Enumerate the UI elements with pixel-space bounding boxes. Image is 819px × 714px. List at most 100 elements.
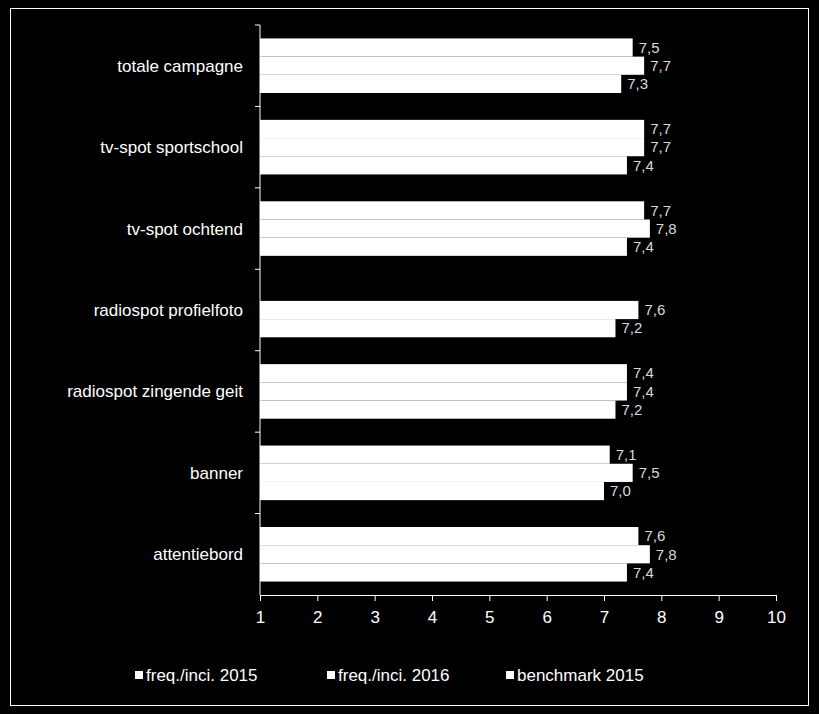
data-label: 7,3 [627, 75, 648, 92]
data-label: 7,7 [650, 202, 671, 219]
bar [260, 238, 627, 256]
data-label: 7,2 [621, 319, 642, 336]
data-label: 7,5 [639, 39, 660, 56]
category-label: radiospot zingende geit [67, 382, 243, 401]
data-label: 7,4 [633, 364, 654, 381]
category-divider [255, 187, 260, 188]
category-divider [255, 269, 260, 270]
bar [260, 446, 610, 464]
x-tick-label: 7 [600, 608, 609, 627]
bar [260, 364, 627, 382]
x-tick-mark [375, 595, 376, 601]
x-tick-label: 6 [542, 608, 551, 627]
bar [260, 201, 644, 219]
data-label: 7,1 [616, 446, 637, 463]
legend-swatch [506, 671, 514, 679]
bar [260, 464, 633, 482]
x-tick-mark [604, 595, 605, 601]
category-label: banner [190, 464, 243, 483]
bar [260, 563, 627, 581]
legend-item: benchmark 2015 [506, 666, 644, 685]
legend-swatch [135, 671, 143, 679]
category-divider [255, 432, 260, 433]
frame [11, 9, 809, 706]
x-tick: 10 [767, 595, 786, 627]
bar [260, 57, 644, 75]
x-tick: 8 [657, 595, 666, 627]
data-label: 7,4 [633, 157, 654, 174]
category-label: totale campagne [117, 57, 243, 76]
x-tick-label: 4 [428, 608, 437, 627]
x-tick: 3 [370, 595, 379, 627]
x-tick-mark [547, 595, 548, 601]
bar [260, 482, 604, 500]
x-tick-mark [719, 595, 720, 601]
x-tick-mark [260, 595, 261, 601]
x-tick-label: 5 [485, 608, 494, 627]
x-tick-mark [489, 595, 490, 601]
data-label: 7,7 [650, 57, 671, 74]
legend-label: freq./inci. 2015 [146, 666, 258, 685]
x-tick-label: 2 [313, 608, 322, 627]
legend-label: benchmark 2015 [517, 666, 644, 685]
x-tick-label: 1 [256, 608, 265, 627]
x-tick-label: 3 [370, 608, 379, 627]
bar [260, 527, 638, 545]
data-label: 7,0 [610, 482, 631, 499]
data-labels: 7,57,77,77,47,17,67,77,77,87,67,47,57,87… [610, 39, 677, 581]
x-tick: 6 [542, 595, 551, 627]
x-tick: 7 [600, 595, 609, 627]
x-tick: 9 [714, 595, 723, 627]
data-label: 7,6 [644, 301, 665, 318]
legend-label: freq./inci. 2016 [338, 666, 450, 685]
x-axis-line [261, 596, 777, 602]
x-tick-label: 8 [657, 608, 666, 627]
x-tick: 4 [428, 595, 437, 627]
data-label: 7,5 [639, 464, 660, 481]
category-divider [255, 106, 260, 107]
x-axis: 1 2 3 4 5 6 7 8 9 10 [256, 595, 786, 627]
bar [260, 301, 638, 319]
legend-item: freq./inci. 2015 [135, 666, 258, 685]
x-tick: 2 [313, 595, 322, 627]
legend: freq./inci. 2015 freq./inci. 2016 benchmar… [135, 666, 644, 685]
bar [260, 219, 650, 237]
x-tick: 1 [256, 595, 265, 627]
data-label: 7,8 [656, 546, 677, 563]
background [0, 0, 819, 714]
category-divider [255, 513, 260, 514]
plot: 7,57,77,77,47,17,67,77,77,87,67,47,57,87… [67, 25, 786, 627]
x-tick-label: 10 [767, 608, 786, 627]
category-label: tv-spot ochtend [127, 220, 243, 239]
bar [260, 545, 650, 563]
bar [260, 138, 644, 156]
data-label: 7,4 [633, 238, 654, 255]
bar [260, 38, 633, 56]
x-tick-mark [432, 595, 433, 601]
y-axis-line [260, 25, 261, 595]
category-divider [255, 25, 260, 26]
legend-item: freq./inci. 2016 [327, 666, 450, 685]
data-label: 7,6 [644, 527, 665, 544]
data-label: 7,4 [633, 383, 654, 400]
bar [260, 319, 615, 337]
category-label: tv-spot sportschool [100, 138, 243, 157]
data-label: 7,7 [650, 120, 671, 137]
data-label: 7,7 [650, 138, 671, 155]
category-divider [255, 350, 260, 351]
data-label: 7,8 [656, 220, 677, 237]
category-label: attentiebord [153, 545, 243, 564]
x-tick-mark [661, 595, 662, 601]
bar [260, 156, 627, 174]
bar [260, 120, 644, 138]
x-tick-mark [317, 595, 318, 601]
x-tick: 5 [485, 595, 494, 627]
y-axis: totale campagne tv-spot sportschool tv-spo… [67, 57, 243, 565]
bars [260, 38, 650, 581]
data-label: 7,4 [633, 564, 654, 581]
chart: 7,57,77,77,47,17,67,77,77,87,67,47,57,87… [0, 0, 819, 714]
bar [260, 401, 615, 419]
x-tick-mark [776, 595, 777, 601]
bar [260, 382, 627, 400]
x-tick-label: 9 [714, 608, 723, 627]
